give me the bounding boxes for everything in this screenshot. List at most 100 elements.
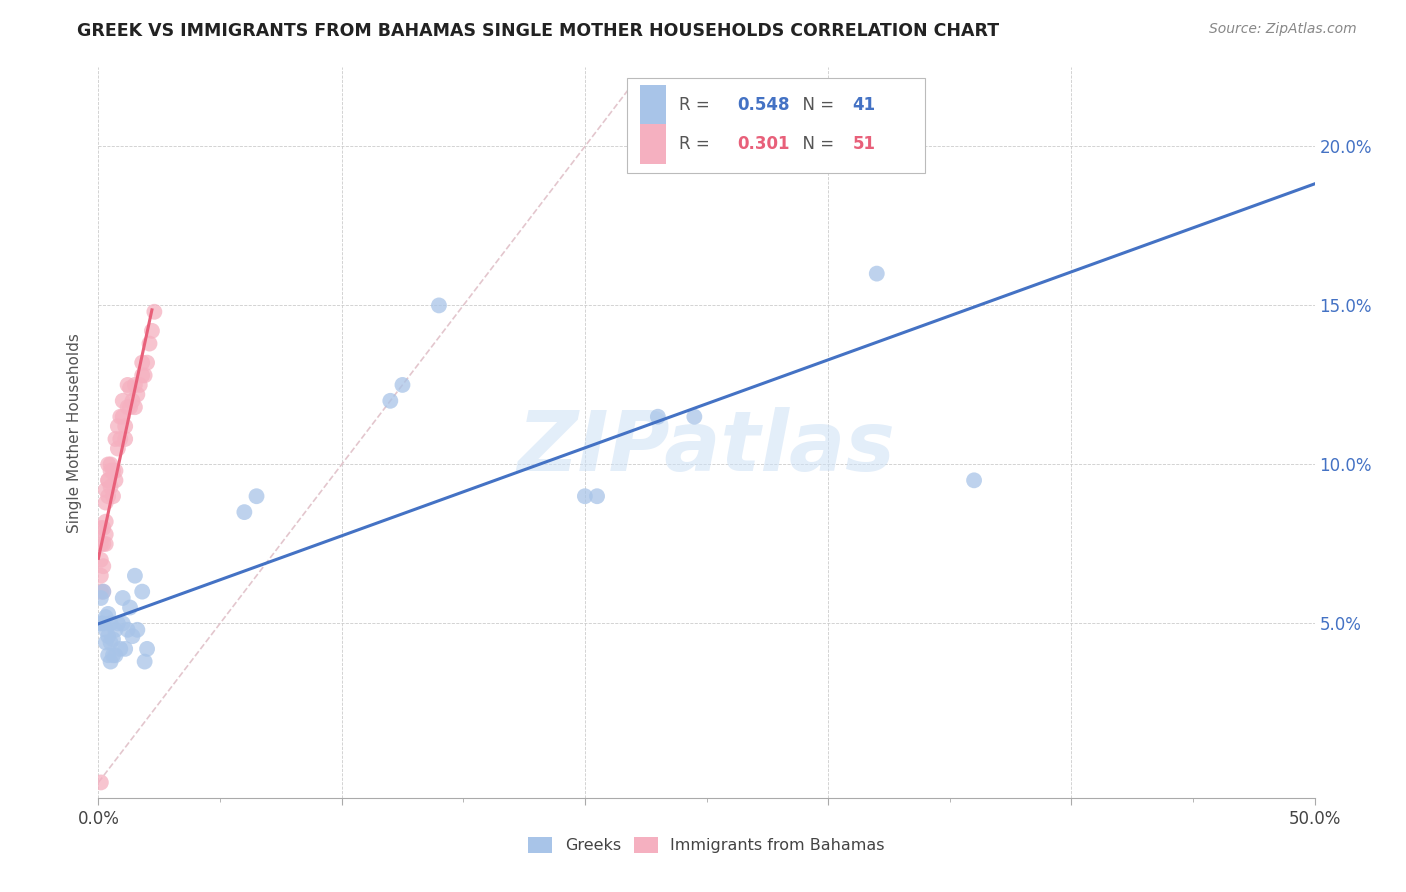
Point — [118, 400, 141, 414]
Legend: Greeks, Immigrants from Bahamas: Greeks, Immigrants from Bahamas — [522, 830, 891, 860]
Point — [117, 400, 139, 414]
Point — [91, 559, 114, 574]
Point — [94, 495, 117, 509]
Point — [97, 607, 120, 621]
Point — [111, 409, 134, 424]
Point — [111, 393, 134, 408]
Point — [90, 775, 112, 789]
Point — [97, 648, 120, 663]
Point — [101, 648, 124, 663]
Point — [90, 521, 112, 535]
Point — [104, 464, 127, 478]
Point — [380, 393, 402, 408]
Point — [110, 432, 132, 446]
Point — [97, 458, 120, 472]
Point — [110, 641, 132, 656]
Point — [124, 400, 146, 414]
Point — [117, 623, 139, 637]
Y-axis label: Single Mother Households: Single Mother Households — [67, 333, 83, 533]
Point — [100, 464, 122, 478]
FancyBboxPatch shape — [627, 78, 925, 173]
Point — [101, 464, 124, 478]
Point — [90, 568, 112, 582]
Point — [94, 515, 117, 529]
Point — [104, 473, 127, 487]
Point — [683, 409, 706, 424]
Point — [91, 521, 114, 535]
Point — [127, 623, 149, 637]
Text: 51: 51 — [852, 135, 876, 153]
Text: R =: R = — [679, 135, 714, 153]
FancyBboxPatch shape — [640, 124, 666, 164]
Point — [107, 442, 129, 456]
Text: Source: ZipAtlas.com: Source: ZipAtlas.com — [1209, 22, 1357, 37]
Point — [245, 489, 267, 503]
Point — [97, 489, 120, 503]
Point — [100, 616, 122, 631]
Point — [134, 368, 156, 383]
Point — [90, 537, 112, 551]
Point — [138, 336, 160, 351]
Point — [114, 641, 136, 656]
Point — [100, 635, 122, 649]
Point — [963, 473, 986, 487]
Point — [97, 629, 120, 643]
Point — [124, 378, 146, 392]
Point — [574, 489, 596, 503]
Point — [100, 458, 122, 472]
Point — [136, 356, 159, 370]
Point — [866, 267, 889, 281]
Point — [131, 584, 153, 599]
Point — [121, 393, 143, 408]
Point — [94, 527, 117, 541]
Point — [117, 378, 139, 392]
Point — [94, 635, 117, 649]
Point — [647, 409, 669, 424]
Point — [100, 655, 122, 669]
Point — [118, 381, 141, 395]
Point — [94, 623, 117, 637]
Text: R =: R = — [679, 96, 714, 114]
Point — [94, 483, 117, 497]
Point — [91, 584, 114, 599]
Point — [110, 409, 132, 424]
Point — [101, 632, 124, 647]
Point — [90, 616, 112, 631]
Point — [114, 419, 136, 434]
Point — [121, 629, 143, 643]
Point — [131, 356, 153, 370]
FancyBboxPatch shape — [640, 85, 666, 125]
Text: 0.301: 0.301 — [737, 135, 789, 153]
Text: 41: 41 — [852, 96, 876, 114]
Point — [107, 616, 129, 631]
Point — [97, 473, 120, 487]
Point — [101, 489, 124, 503]
Point — [94, 610, 117, 624]
Point — [141, 324, 163, 338]
Point — [114, 432, 136, 446]
Point — [427, 298, 450, 312]
Point — [90, 553, 112, 567]
Point — [104, 432, 127, 446]
Point — [134, 655, 156, 669]
Point — [104, 623, 127, 637]
Point — [136, 641, 159, 656]
Point — [111, 591, 134, 605]
Text: N =: N = — [792, 135, 839, 153]
Point — [107, 419, 129, 434]
Point — [91, 616, 114, 631]
Point — [90, 591, 112, 605]
Text: GREEK VS IMMIGRANTS FROM BAHAMAS SINGLE MOTHER HOUSEHOLDS CORRELATION CHART: GREEK VS IMMIGRANTS FROM BAHAMAS SINGLE … — [77, 22, 1000, 40]
Point — [94, 537, 117, 551]
Point — [100, 480, 122, 494]
Point — [104, 648, 127, 663]
Point — [91, 584, 114, 599]
Point — [233, 505, 256, 519]
Point — [91, 537, 114, 551]
Text: N =: N = — [792, 96, 839, 114]
Point — [118, 600, 141, 615]
Text: 0.548: 0.548 — [737, 96, 789, 114]
Point — [111, 616, 134, 631]
Point — [97, 473, 120, 487]
Point — [391, 378, 413, 392]
